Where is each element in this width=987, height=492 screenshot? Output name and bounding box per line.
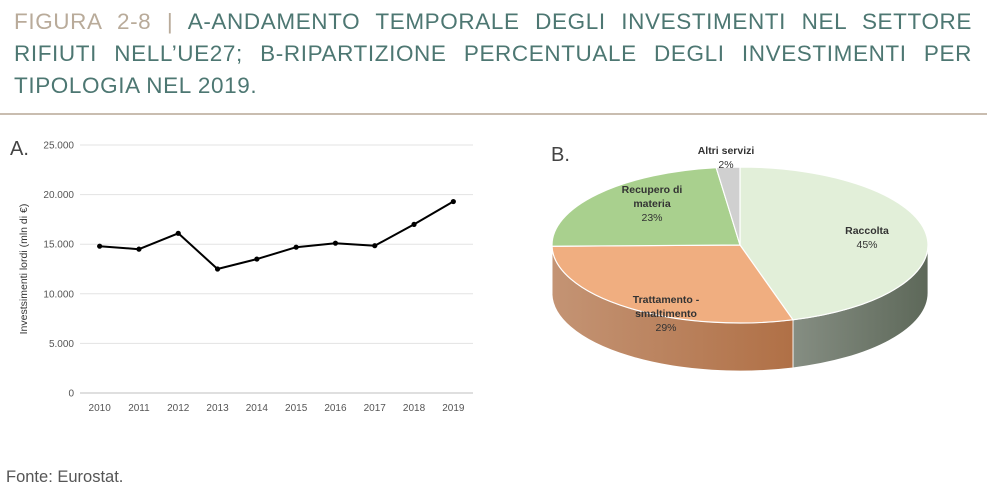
y-tick-label: 5.000 [49, 339, 74, 350]
x-tick-label: 2014 [246, 403, 269, 414]
data-point [176, 231, 181, 236]
data-point [215, 266, 220, 271]
data-point [451, 199, 456, 204]
x-tick-label: 2015 [285, 403, 308, 414]
y-tick-label: 0 [68, 389, 74, 400]
data-point [411, 222, 416, 227]
y-tick-label: 15.000 [43, 240, 74, 251]
x-tick-label: 2019 [442, 403, 465, 414]
source-note: Fonte: Eurostat. [6, 468, 123, 487]
series-line [100, 202, 454, 270]
x-tick-label: 2017 [364, 403, 387, 414]
data-point [333, 241, 338, 246]
y-tick-label: 20.000 [43, 190, 74, 201]
pie-chart: Raccolta 45%Trattamento -smaltimento 29%Re… [552, 145, 928, 371]
y-axis-label: Investsimenti lordi (mln di €) [18, 204, 30, 335]
x-tick-label: 2010 [89, 403, 112, 414]
y-tick-label: 25.000 [43, 141, 74, 152]
data-point [294, 245, 299, 250]
x-tick-label: 2018 [403, 403, 426, 414]
x-tick-label: 2013 [206, 403, 229, 414]
data-point [97, 244, 102, 249]
x-tick-label: 2011 [128, 403, 150, 414]
line-chart: 0 5.000 10.000 15.000 20.000 25.000 2010 2011 20… [18, 141, 473, 415]
x-tick-label: 2012 [167, 403, 190, 414]
data-point [136, 247, 141, 252]
data-point [254, 256, 259, 261]
y-tick-label: 10.000 [43, 289, 74, 300]
data-point [372, 243, 377, 248]
x-tick-label: 2016 [324, 403, 347, 414]
charts-canvas: 0 5.000 10.000 15.000 20.000 25.000 2010 2011 20… [0, 0, 987, 492]
